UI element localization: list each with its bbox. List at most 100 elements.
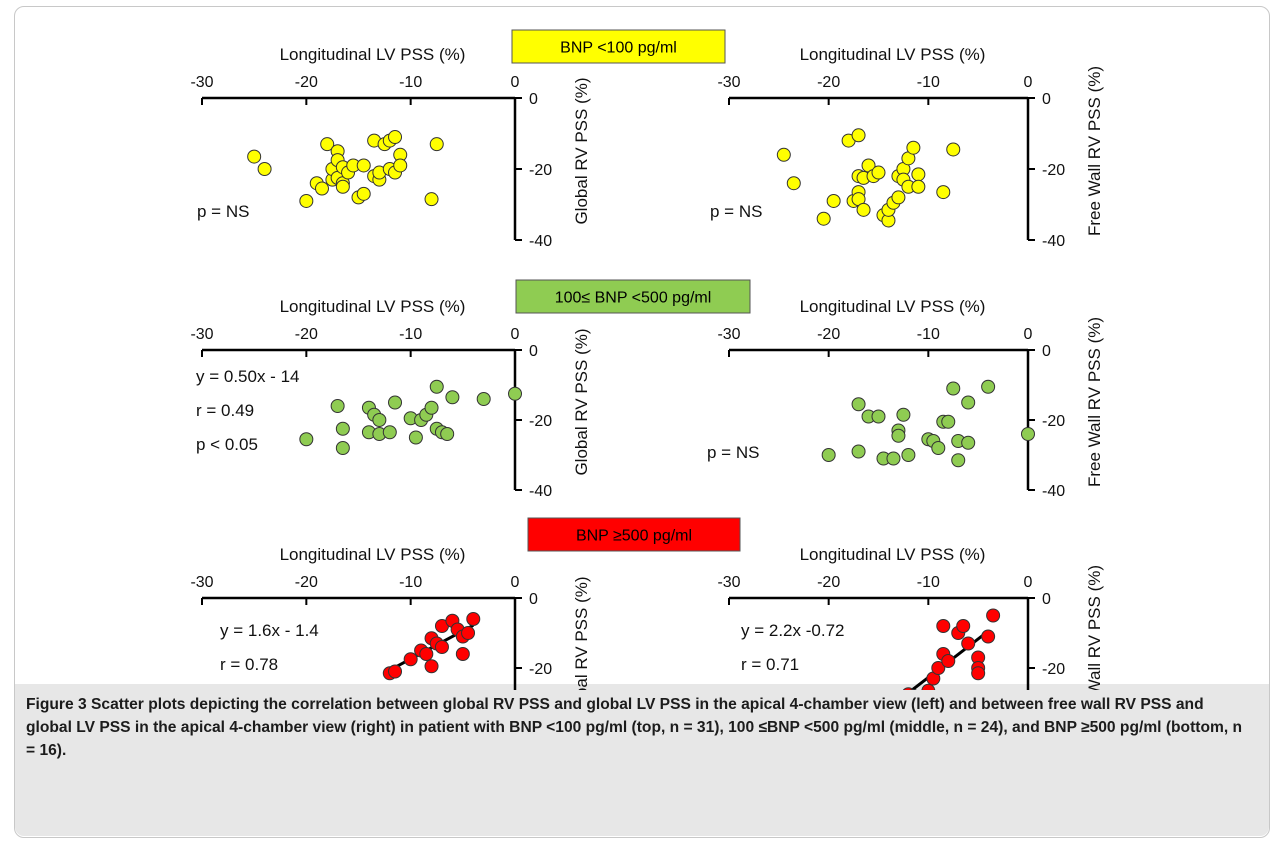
data-point [455,647,470,661]
x-tick-label: -10 [917,574,940,591]
data-point [981,629,996,644]
data-point [388,395,403,410]
data-point [508,386,522,401]
data-point [330,399,345,413]
x-tick-label: -10 [917,74,940,91]
data-point [946,381,961,396]
group-label-box [527,517,741,552]
y-tick-label: 0 [1042,91,1051,108]
data-point [931,661,946,675]
data-point [786,176,801,191]
figure-plots: BNP <100 pg/ml 100≤ BNP <500 pg/ml BNP ≥50… [190,29,1104,690]
x-tick-label: -30 [190,74,213,91]
stat-annotation: y = 0.50x - 14 [196,367,299,386]
group-label-2: 100≤ BNP <500 pg/ml [515,279,751,314]
y-tick-label: -40 [1042,233,1065,250]
data-point [424,400,439,415]
data-point [403,652,418,667]
y-tick-label: -40 [529,483,552,500]
data-point [335,179,350,194]
y-axis-label: Global RV PSS (%) [572,77,591,224]
x-tick-label: -20 [817,326,840,343]
figure-caption: Figure 3 Scatter plots depicting the cor… [26,693,1251,762]
data-point [424,659,439,674]
chart-middle-left: -30 -20 -10 00 -20 -40 Longitudinal LV PSS (%)… [190,297,591,500]
caption-band [15,684,1269,836]
data-point [434,640,449,654]
stat-annotation: p < 0.05 [741,689,803,690]
group-label-1: BNP <100 pg/ml [511,29,726,64]
data-point [871,165,886,180]
stat-annotation: p < 0.05 [220,689,282,690]
x-tick-label: 0 [511,74,520,91]
data-point [393,158,408,173]
stat-annotation: r = 0.49 [196,401,254,420]
chart-top-left: -30 -20 -10 00 -20 -40 Longitudinal LV PSS (%)… [190,45,591,250]
data-point [961,636,976,651]
x-tick-label: 0 [1024,326,1033,343]
group-label-text: BNP ≥500 pg/ml [576,528,692,545]
y-tick-label: 0 [529,591,538,608]
stat-annotation: y = 2.2x -0.72 [741,621,844,640]
x-axis-label: Longitudinal LV PSS (%) [800,545,986,564]
stat-annotation: y = 1.6x - 1.4 [220,621,319,640]
y-tick-label: -20 [529,661,552,678]
data-point [382,425,397,440]
data-point [941,654,956,668]
data-point [891,190,906,205]
data-point [816,211,831,226]
data-point [936,185,951,200]
x-tick-label: 0 [511,326,520,343]
group-label-3: BNP ≥500 pg/ml [527,517,741,552]
y-axis-label: Free Wall RV PSS (%) [1085,565,1104,690]
data-point [921,683,936,690]
data-point [320,137,335,152]
y-tick-label: 0 [1042,343,1051,360]
data-point [851,397,866,412]
data-point [461,626,476,640]
y-tick-label: 0 [529,91,538,108]
data-point [335,441,350,455]
data-point [961,435,976,450]
caption-label: Figure 3 [26,696,91,713]
x-tick-label: -20 [295,574,318,591]
chart-middle-right: -30 -20 -10 00 -20 -40 Longitudinal LV PSS (%)… [707,297,1104,500]
x-tick-label: -10 [399,574,422,591]
data-point [896,407,911,422]
x-tick-label: -30 [717,326,740,343]
data-point [356,158,371,173]
data-point [891,428,906,443]
data-point [429,379,444,394]
data-point [851,444,866,459]
x-axis-label: Longitudinal LV PSS (%) [280,545,466,564]
data-point [901,448,916,462]
stat-annotation: r = 0.78 [220,655,278,674]
y-axis-label: Global RV PSS (%) [572,328,591,475]
data-point [419,647,434,661]
data-point [981,379,996,394]
data-point [356,186,371,201]
y-axis-label: Free Wall RV PSS (%) [1085,317,1104,487]
stat-annotation: p < 0.05 [196,435,258,454]
x-tick-label: 0 [1024,574,1033,591]
data-point [936,619,951,633]
data-point [466,612,481,626]
stat-annotation: r = 0.71 [741,655,799,674]
stat-annotation: p = NS [707,443,759,462]
x-tick-label: -20 [817,574,840,591]
data-point [911,167,926,182]
data-point [1021,427,1035,441]
group-label-box [511,29,726,64]
data-point [909,689,917,690]
y-tick-label: -20 [1042,162,1065,179]
data-point [476,392,491,406]
group-label-box [515,279,751,314]
x-tick-label: 0 [511,574,520,591]
x-axis-label: Longitudinal LV PSS (%) [800,45,986,64]
data-point [951,453,966,468]
data-point [314,181,329,196]
y-axis-label: Free Wall RV PSS (%) [1085,66,1104,236]
y-tick-label: -40 [529,233,552,250]
data-point [445,390,460,405]
y-axis-label: Global RV PSS (%) [572,576,591,690]
